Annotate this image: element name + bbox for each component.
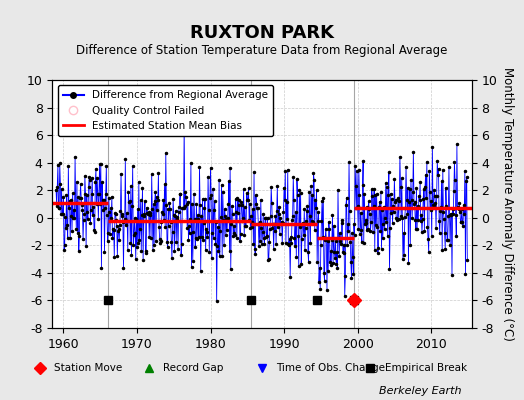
Text: Record Gap: Record Gap [163, 363, 223, 373]
Text: Station Move: Station Move [54, 363, 123, 373]
Text: RUXTON PARK: RUXTON PARK [190, 24, 334, 42]
Legend: Difference from Regional Average, Quality Control Failed, Estimated Station Mean: Difference from Regional Average, Qualit… [58, 85, 273, 136]
Text: Berkeley Earth: Berkeley Earth [379, 386, 461, 396]
Y-axis label: Monthly Temperature Anomaly Difference (°C): Monthly Temperature Anomaly Difference (… [501, 67, 514, 341]
Text: Time of Obs. Change: Time of Obs. Change [276, 363, 385, 373]
Text: Empirical Break: Empirical Break [385, 363, 467, 373]
Text: Difference of Station Temperature Data from Regional Average: Difference of Station Temperature Data f… [77, 44, 447, 57]
